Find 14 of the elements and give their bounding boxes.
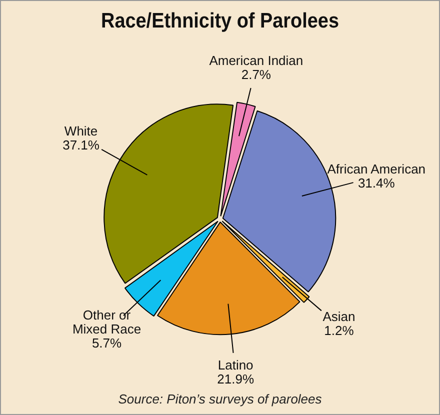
data-label: 5.7% [92, 335, 122, 350]
slice-label: Latino [218, 357, 254, 372]
slice-label: Other or Mixed Race [72, 307, 142, 336]
source-note: Source: Piton’s surveys of parolees [118, 392, 322, 407]
slice-label: American Indian [209, 53, 304, 68]
slice-label: Asian [322, 308, 356, 324]
data-label: 1.2% [324, 322, 354, 338]
data-label: 21.9% [217, 371, 254, 386]
data-label: 31.4% [358, 176, 396, 191]
data-label: 2.7% [241, 67, 272, 82]
data-label: 37.1% [62, 138, 100, 153]
slice-label: African American [327, 162, 426, 177]
chart-title: Race/Ethnicity of Parolees [101, 10, 339, 33]
slice-label: White [64, 124, 98, 139]
